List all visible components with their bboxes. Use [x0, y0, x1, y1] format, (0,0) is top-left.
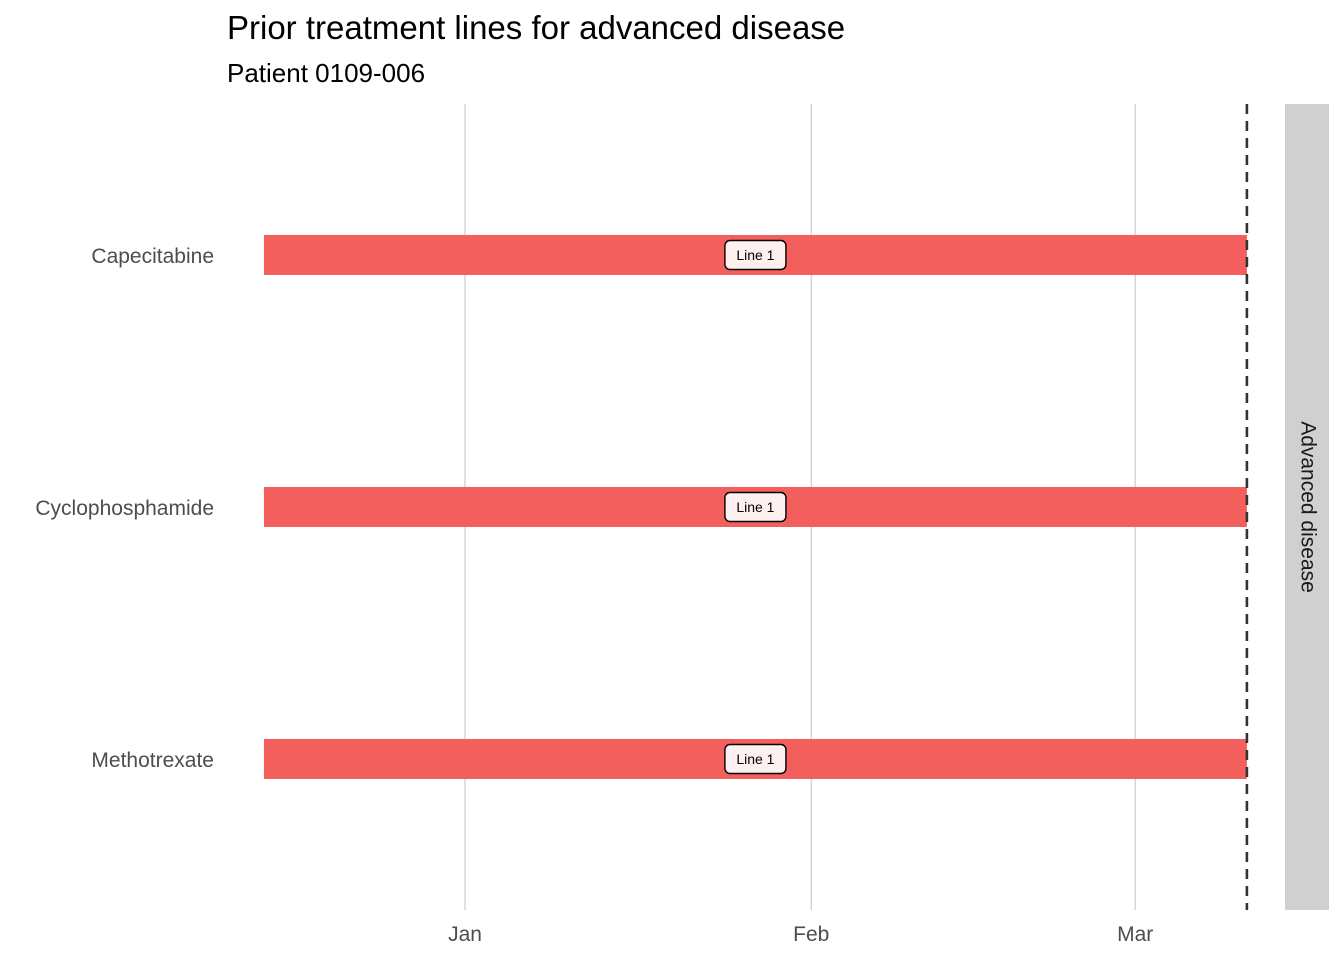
- bar-label-text: Line 1: [736, 247, 774, 263]
- y-tick-label-methotrexate: Methotrexate: [91, 749, 214, 772]
- x-tick-label-jan: Jan: [448, 923, 482, 946]
- bar-labels: Line 1 Line 1 Line 1: [724, 239, 787, 775]
- y-tick-label-capecitabine: Capecitabine: [91, 245, 214, 268]
- bar-label-box: [724, 743, 787, 775]
- bar-label-text: Line 1: [736, 751, 774, 767]
- x-axis-labels: Jan Feb Mar: [448, 923, 1153, 946]
- bar-label-methotrexate: Line 1: [724, 743, 787, 775]
- bar-label-capecitabine: Line 1: [724, 239, 787, 271]
- y-axis-labels: Capecitabine Cyclophosphamide Methotrexate: [35, 245, 214, 772]
- bar-label-text: Line 1: [736, 499, 774, 515]
- bar-label-box: [724, 491, 787, 523]
- bar-label-box: [724, 239, 787, 271]
- bar-label-cyclophosphamide: Line 1: [724, 491, 787, 523]
- y-tick-label-cyclophosphamide: Cyclophosphamide: [35, 497, 214, 520]
- chart-subtitle: Patient 0109-006: [227, 58, 425, 88]
- chart-title: Prior treatment lines for advanced disea…: [227, 9, 845, 46]
- x-tick-label-mar: Mar: [1117, 923, 1153, 946]
- x-tick-label-feb: Feb: [793, 923, 829, 946]
- facet-strip-label: Advanced disease: [1296, 421, 1319, 593]
- facet-strip: [1285, 104, 1329, 910]
